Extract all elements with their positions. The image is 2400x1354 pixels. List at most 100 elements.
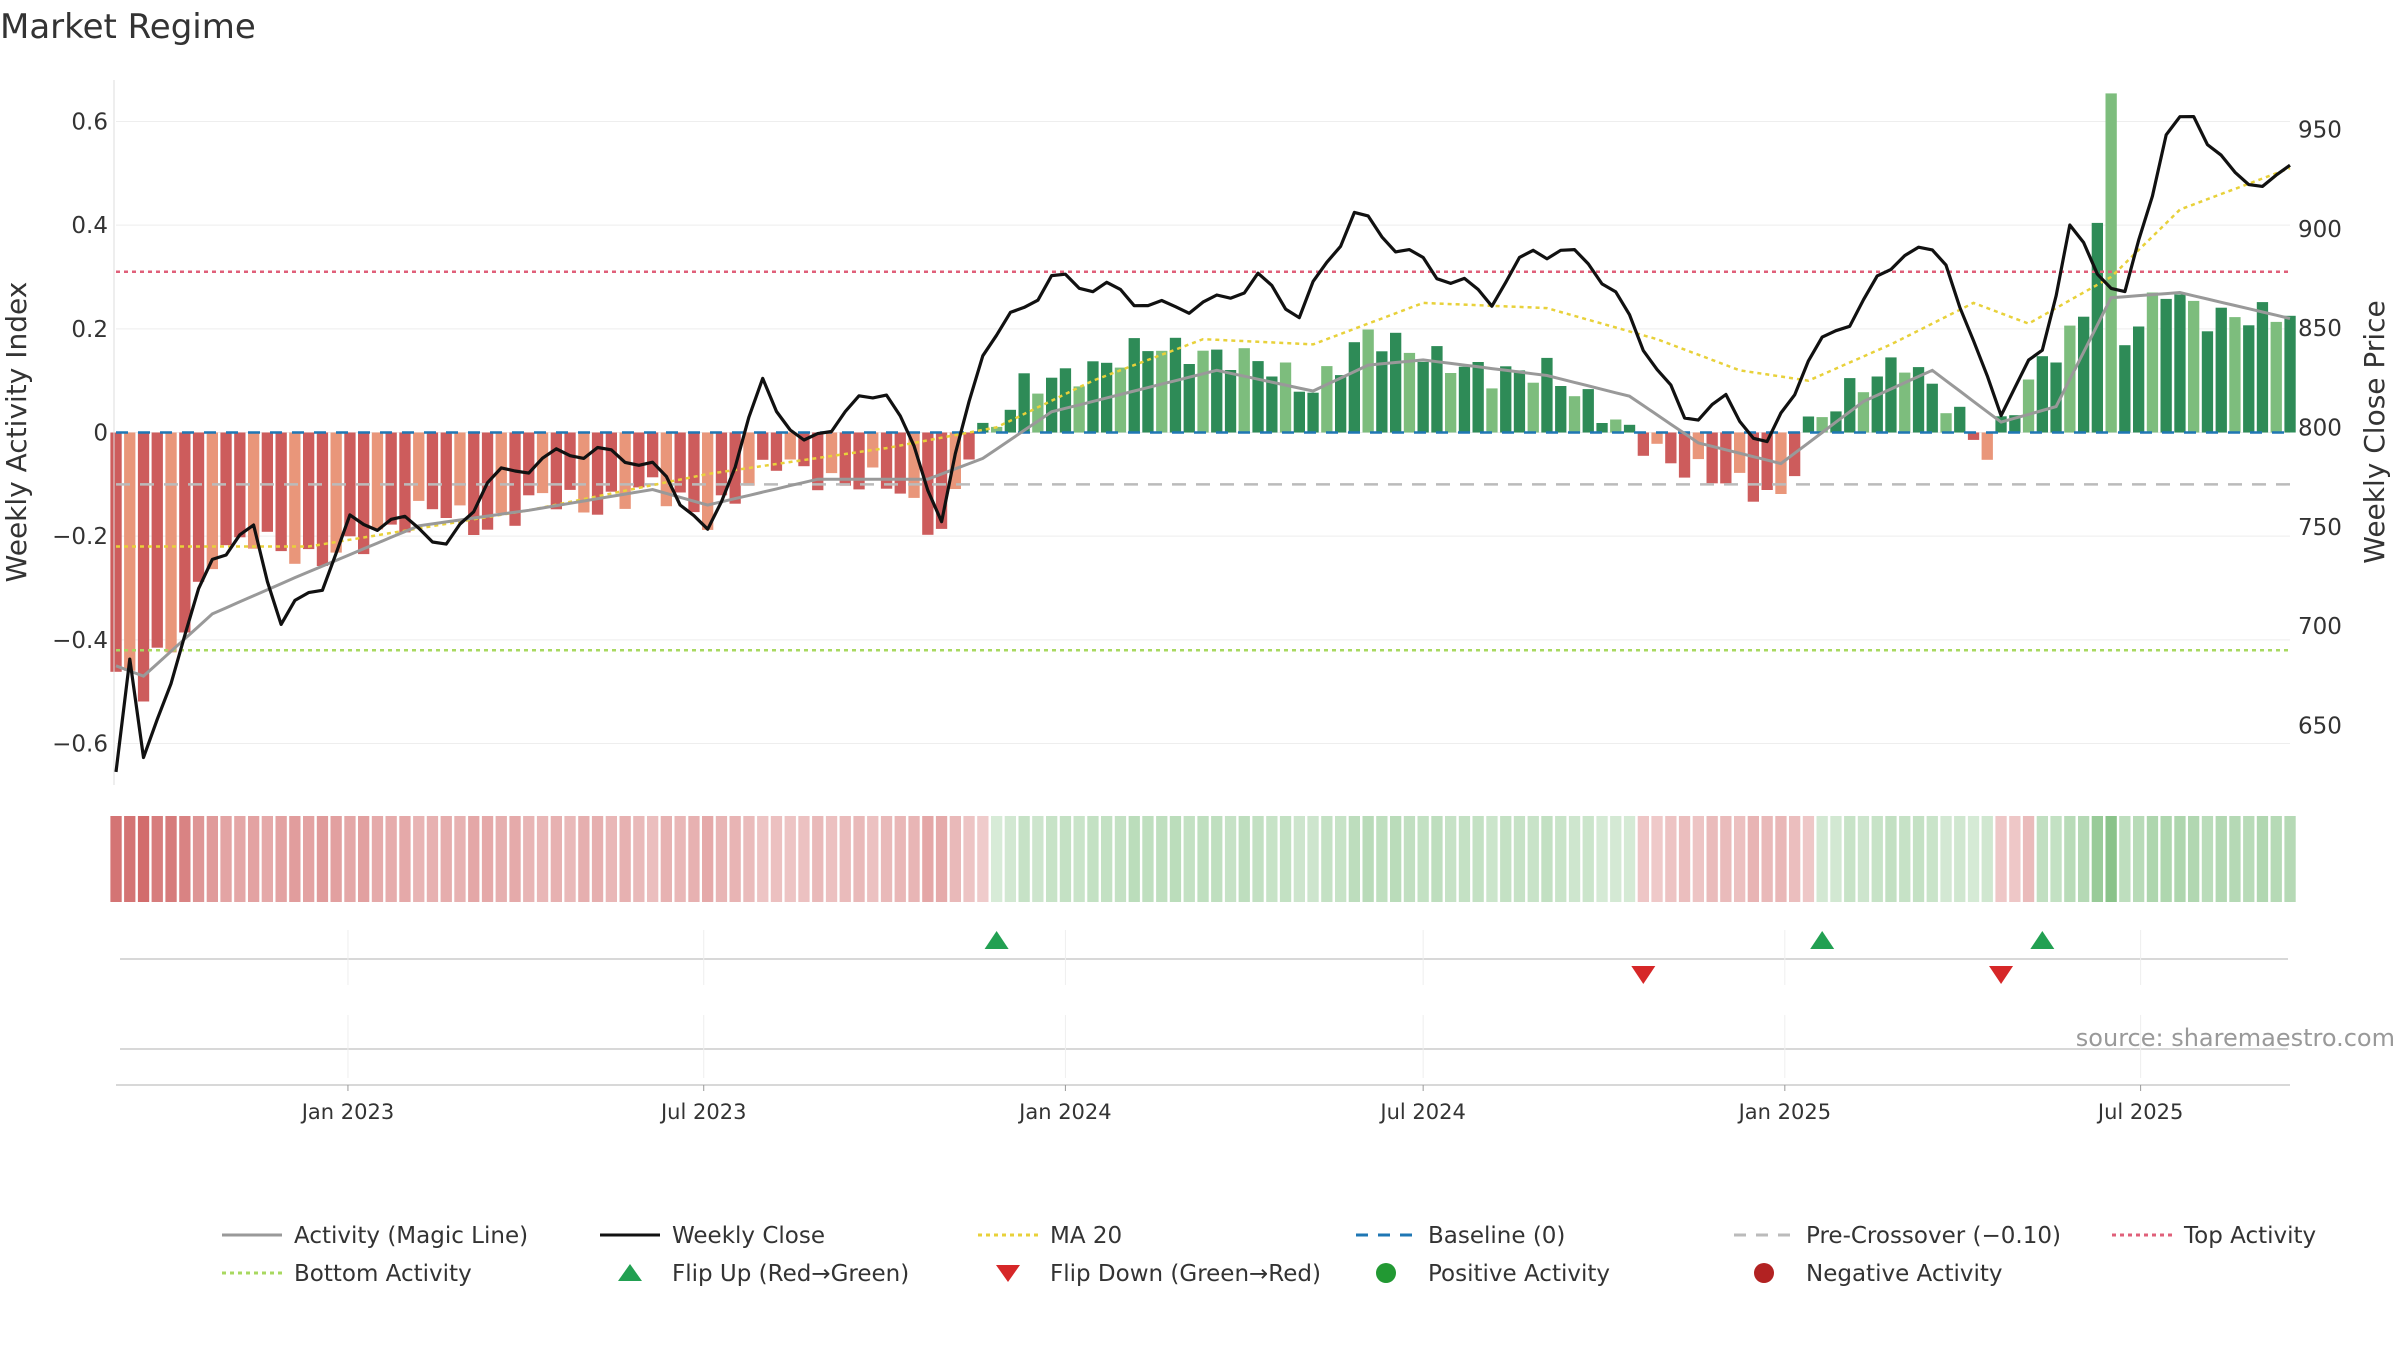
activity-bar	[536, 432, 549, 494]
regime-cell	[715, 816, 728, 902]
regime-cell	[330, 816, 342, 902]
legend-item: Positive Activity	[1376, 1261, 1610, 1287]
ma20-line	[116, 166, 2291, 548]
regime-cell	[1527, 816, 1539, 902]
activity-bar	[2284, 315, 2296, 433]
regime-strip	[110, 816, 2296, 902]
activity-bar	[798, 432, 810, 467]
activity-bar	[688, 432, 700, 513]
regime-cell	[1348, 816, 1360, 902]
regime-cell	[303, 816, 315, 902]
activity-bar	[1073, 386, 1085, 433]
regime-cell	[1623, 816, 1636, 902]
regime-cell	[1734, 816, 1746, 902]
activity-bar	[1871, 376, 1883, 433]
regime-cell	[1307, 816, 1319, 902]
regime-cell	[1720, 816, 1732, 902]
regime-cell	[137, 816, 150, 902]
activity-bar	[344, 432, 356, 537]
regime-cell	[1403, 816, 1416, 902]
regime-cell	[1335, 816, 1347, 902]
regime-cell	[977, 816, 989, 902]
activity-bar	[1885, 357, 1897, 433]
activity-bar	[1678, 432, 1691, 478]
regime-cell	[798, 816, 810, 902]
legend-item: Activity (Magic Line)	[222, 1223, 528, 1249]
activity-bar	[358, 432, 370, 555]
regime-cell	[536, 816, 549, 902]
activity-bar	[1417, 361, 1429, 433]
activity-bar	[922, 432, 934, 535]
regime-cell	[674, 816, 686, 902]
activity-bar	[1279, 362, 1292, 433]
activity-bar	[1046, 377, 1058, 433]
regime-cell	[220, 816, 232, 902]
activity-bar	[399, 432, 411, 533]
regime-cell	[1775, 816, 1787, 902]
regime-cell	[757, 816, 769, 902]
activity-bar	[371, 432, 384, 530]
regime-cell	[399, 816, 411, 902]
flip-down-marker	[1631, 966, 1656, 984]
activity-bar	[1596, 423, 1608, 433]
regime-cell	[440, 816, 452, 902]
activity-bar	[1018, 373, 1030, 433]
right-tick-label: 650	[2298, 713, 2342, 739]
regime-cell	[2133, 816, 2145, 902]
activity-bar	[2022, 379, 2035, 433]
regime-cell	[1293, 816, 1305, 902]
activity-bar	[550, 432, 562, 510]
regime-cell	[1486, 816, 1498, 902]
activity-bar	[1899, 372, 1911, 433]
right-tick-label: 950	[2298, 118, 2342, 144]
regime-cell	[1637, 816, 1649, 902]
regime-cell	[1252, 816, 1264, 902]
regime-cell	[1555, 816, 1567, 902]
regime-cell	[853, 816, 865, 902]
activity-bar	[124, 432, 136, 671]
activity-bar	[2078, 316, 2090, 433]
activity-bar	[1912, 367, 1925, 433]
reference-lines	[116, 270, 2290, 652]
regime-cell	[963, 816, 975, 902]
activity-bar	[468, 432, 480, 535]
regime-cell	[192, 816, 205, 902]
activity-bar	[1293, 391, 1305, 433]
activity-bar	[248, 432, 260, 549]
activity-bar	[743, 432, 755, 486]
regime-cell	[2201, 816, 2214, 902]
regime-cell	[2243, 816, 2255, 902]
regime-cell	[1981, 816, 1993, 902]
regime-cell	[1596, 816, 1608, 902]
regime-cell	[2022, 816, 2035, 902]
regime-cell	[784, 816, 796, 902]
legend-swatch	[618, 1264, 642, 1281]
legend-item: Baseline (0)	[1356, 1223, 1565, 1249]
flip-up-marker	[1810, 931, 1835, 949]
regime-cell	[523, 816, 535, 902]
regime-cell	[839, 816, 851, 902]
activity-bar	[179, 432, 191, 633]
legend-label: Negative Activity	[1806, 1261, 2003, 1287]
activity-bar	[1211, 349, 1223, 433]
activity-bar	[1527, 382, 1539, 433]
regime-cell	[2256, 816, 2269, 902]
regime-cell	[2174, 816, 2186, 902]
regime-cell	[991, 816, 1003, 902]
activity-bar	[261, 432, 273, 532]
activity-bar	[2215, 307, 2227, 433]
regime-cell	[908, 816, 920, 902]
flip-markers-panel	[116, 931, 2290, 1086]
regime-cell	[1376, 816, 1388, 902]
regime-cell	[1706, 816, 1718, 902]
legend-label: Top Activity	[2183, 1223, 2316, 1249]
activity-bar	[2133, 326, 2145, 433]
left-axis-title: Weekly Activity Index	[0, 282, 33, 583]
activity-bar	[633, 432, 645, 488]
activity-bar	[110, 432, 122, 672]
regime-cell	[1032, 816, 1044, 902]
legend-label: Activity (Magic Line)	[294, 1223, 528, 1249]
activity-bar	[1114, 367, 1127, 433]
regime-cell	[1458, 816, 1471, 902]
regime-cell	[1417, 816, 1429, 902]
